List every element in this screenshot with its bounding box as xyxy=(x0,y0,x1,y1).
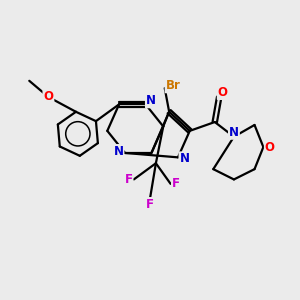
Text: F: F xyxy=(124,173,133,186)
Text: N: N xyxy=(229,126,239,139)
Text: N: N xyxy=(113,145,124,158)
Text: O: O xyxy=(265,141,275,154)
Text: F: F xyxy=(146,198,154,211)
Text: O: O xyxy=(44,91,53,103)
Text: Br: Br xyxy=(166,79,180,92)
Text: N: N xyxy=(179,152,190,165)
Text: N: N xyxy=(146,94,156,107)
Text: F: F xyxy=(172,177,180,190)
Text: O: O xyxy=(218,86,228,99)
